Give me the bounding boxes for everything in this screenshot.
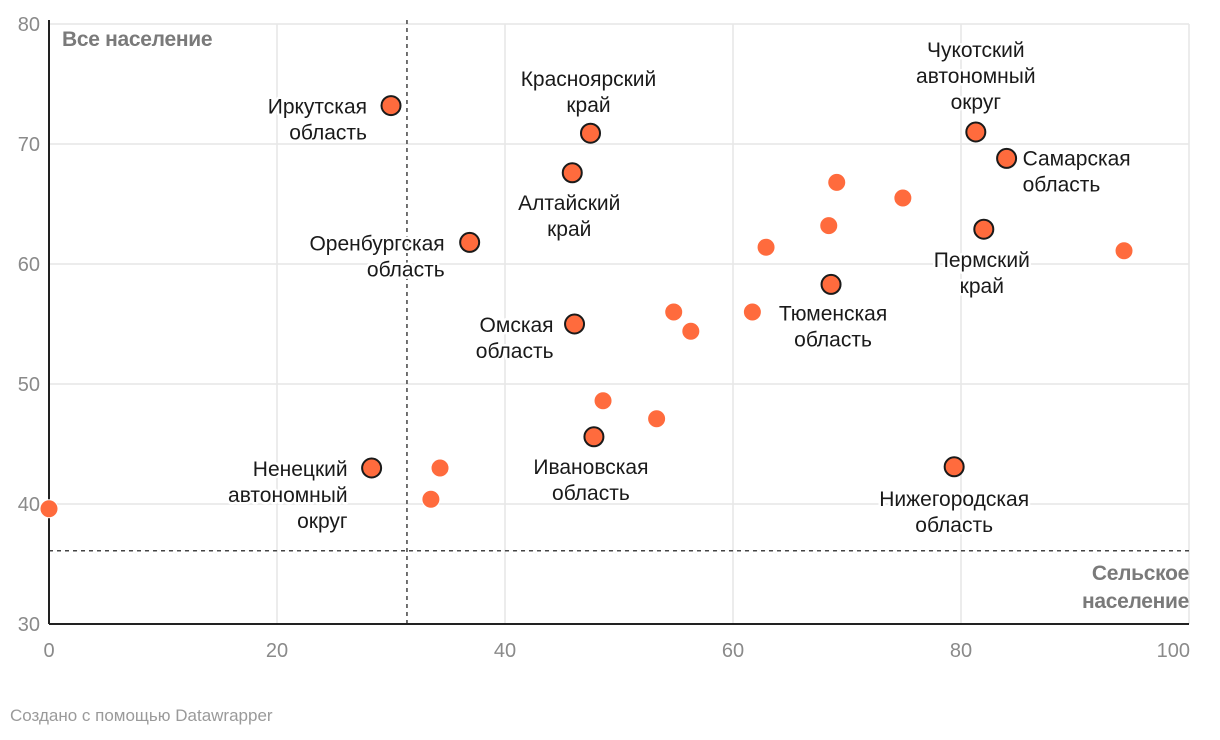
point-label-line: область xyxy=(289,122,367,145)
y-tick-label: 60 xyxy=(18,254,40,276)
point-label-line: Чукотский xyxy=(927,39,1025,62)
data-point-highlighted xyxy=(580,122,601,144)
x-tick-label: 100 xyxy=(1157,640,1190,662)
data-point xyxy=(893,188,913,208)
point-label: Ненецкий автономный округ xyxy=(228,458,348,533)
data-point xyxy=(593,391,613,411)
point-label: Тюменская область xyxy=(779,302,887,351)
credit-text: Создано с помощью Datawrapper xyxy=(10,706,273,725)
data-point-highlighted xyxy=(561,162,583,184)
point-label-line: автономный xyxy=(916,65,1036,88)
data-point xyxy=(827,172,847,192)
point-label-line: Красноярский xyxy=(521,68,657,91)
data-point-highlighted xyxy=(996,147,1018,169)
point-label-line: Нижегородская xyxy=(879,488,1029,511)
point-label-line: край xyxy=(547,218,591,241)
y-tick-label: 50 xyxy=(18,374,40,396)
y-tick-label: 30 xyxy=(18,614,40,636)
grid xyxy=(49,23,1190,624)
x-tick-label: 0 xyxy=(43,640,54,662)
point-label-line: Ненецкий xyxy=(253,458,348,481)
point-label: Ивановская область xyxy=(533,456,648,505)
data-point-highlighted xyxy=(943,456,965,478)
data-point xyxy=(39,499,59,519)
data-point xyxy=(430,458,450,478)
point-label-line: Самарская xyxy=(1023,147,1131,170)
data-point xyxy=(421,489,441,509)
y-tick-label: 80 xyxy=(18,14,40,36)
point-label-line: округ xyxy=(951,91,1002,114)
data-point-highlighted xyxy=(380,95,402,117)
point-label: Пермский край xyxy=(934,249,1030,298)
point-label-line: край xyxy=(960,275,1004,298)
data-point-highlighted xyxy=(583,426,605,448)
bottom-right-annotation: Сельское население xyxy=(1082,562,1189,613)
x-tick-label: 20 xyxy=(266,640,288,662)
axes: 30 40 50 60 70 80 0 20 40 60 80 100 xyxy=(18,14,1190,662)
y-tick-label: 40 xyxy=(18,494,40,516)
point-label-line: область xyxy=(794,328,872,351)
data-point xyxy=(664,302,684,322)
data-point xyxy=(1114,241,1134,261)
data-point-highlighted xyxy=(820,273,842,295)
data-point-highlighted xyxy=(459,231,481,253)
point-label: Нижегородская область xyxy=(879,488,1029,537)
point-label-line: область xyxy=(476,340,554,363)
point-label-line: область xyxy=(915,514,993,537)
data-point xyxy=(647,409,667,429)
data-point xyxy=(756,237,776,257)
data-point xyxy=(742,302,762,322)
point-label: Красноярский край xyxy=(521,68,657,117)
bottom-right-annotation-line: Сельское xyxy=(1092,562,1189,585)
data-point-highlighted xyxy=(973,218,995,240)
data-point xyxy=(681,321,701,341)
point-label-line: Тюменская xyxy=(779,302,887,325)
point-label-line: автономный xyxy=(228,484,348,507)
point-label: Самарская область xyxy=(1023,147,1131,196)
point-label-line: Алтайский xyxy=(518,192,620,215)
point-label-line: область xyxy=(552,482,630,505)
top-left-annotation: Все население xyxy=(62,28,212,51)
data-point-highlighted xyxy=(564,313,586,335)
x-tick-label: 40 xyxy=(494,640,516,662)
data-point-highlighted xyxy=(965,121,987,143)
y-tick-label: 70 xyxy=(18,134,40,156)
point-label: Алтайский край xyxy=(518,192,620,241)
bottom-right-annotation-line: население xyxy=(1082,590,1189,613)
point-label-line: Иркутская xyxy=(268,96,367,119)
point-label-line: край xyxy=(566,94,610,117)
point-label: Омская область xyxy=(476,314,554,363)
point-label-line: Оренбургская xyxy=(309,232,444,255)
point-label-line: округ xyxy=(297,510,348,533)
points xyxy=(39,95,1134,519)
point-label: Иркутская область xyxy=(268,96,367,145)
reference-lines xyxy=(49,20,1189,624)
point-label-line: Ивановская xyxy=(533,456,648,479)
point-label-line: Омская xyxy=(480,314,554,337)
point-label: Чукотский автономный округ xyxy=(916,39,1036,114)
point-label-line: область xyxy=(1023,173,1101,196)
corner-annotations: Все население Сельское население xyxy=(62,28,1189,613)
point-label-line: область xyxy=(367,258,445,281)
point-label: Оренбургская область xyxy=(309,232,444,281)
x-tick-label: 80 xyxy=(950,640,972,662)
x-tick-label: 60 xyxy=(722,640,744,662)
data-point-highlighted xyxy=(361,457,383,479)
point-label-line: Пермский xyxy=(934,249,1030,272)
data-point xyxy=(819,216,839,236)
